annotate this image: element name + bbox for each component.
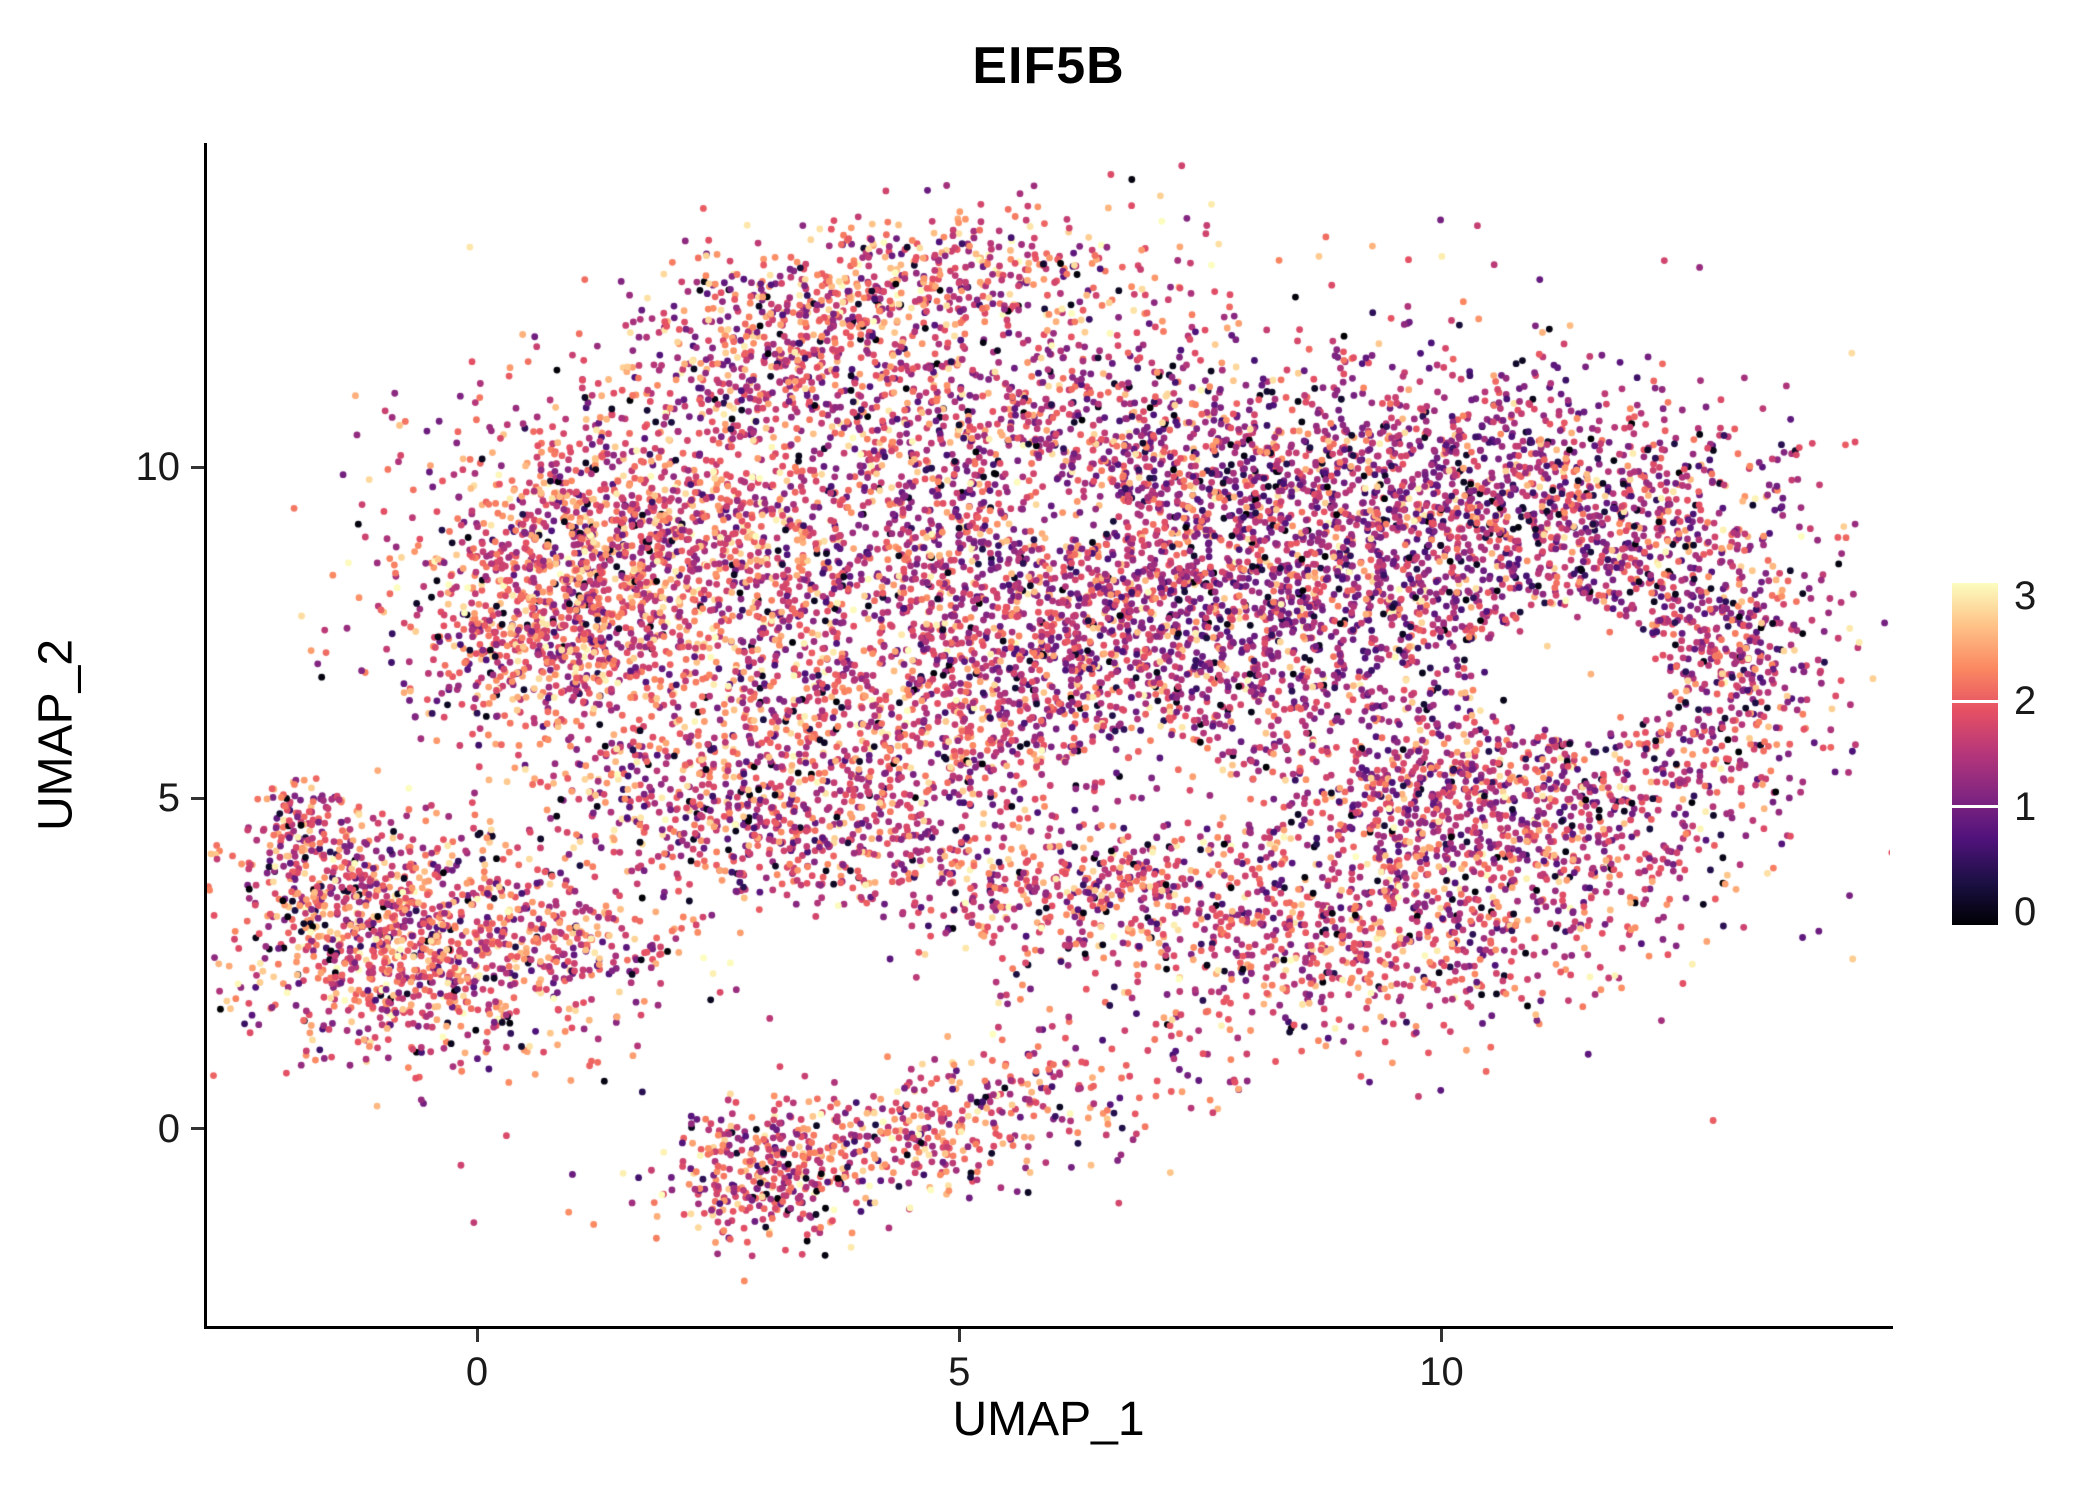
plot-title: EIF5B: [972, 37, 1125, 95]
x-tick-mark: [957, 1329, 961, 1342]
colorbar-tick: [1952, 805, 1998, 809]
x-tick-label: 0: [465, 1350, 489, 1394]
x-tick-mark: [1440, 1329, 1444, 1342]
y-tick-mark: [191, 465, 204, 469]
x-axis-title: UMAP_1: [952, 1393, 1145, 1446]
colorbar-label: 3: [2014, 574, 2037, 618]
x-tick-label: 5: [948, 1350, 971, 1394]
x-tick-label: 10: [1419, 1350, 1464, 1394]
y-tick-mark: [191, 796, 204, 800]
y-tick-label: 10: [135, 445, 181, 490]
umap-scatter-canvas: [207, 143, 1890, 1326]
x-tick-mark: [475, 1329, 479, 1342]
y-tick-mark: [191, 1127, 204, 1131]
y-tick-label: 5: [157, 776, 180, 821]
expression-colorbar: [1952, 583, 1998, 925]
y-tick-label: 0: [157, 1106, 180, 1151]
colorbar-tick: [1952, 699, 1998, 703]
plot-panel-frame: [204, 143, 1893, 1329]
y-axis-title: UMAP_2: [29, 638, 83, 831]
colorbar-label: 1: [2014, 784, 2037, 829]
colorbar-label: 0: [2014, 890, 2037, 934]
colorbar-label: 2: [2014, 679, 2037, 724]
